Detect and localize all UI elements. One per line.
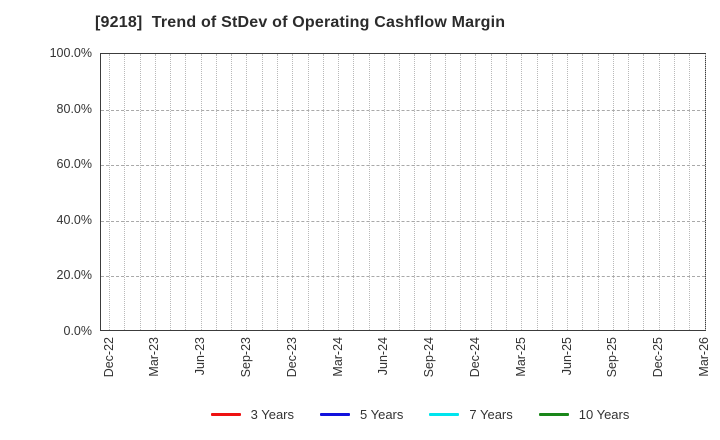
vertical-gridline [368, 54, 370, 330]
y-tick-label: 80.0% [56, 101, 92, 116]
legend-line-swatch [429, 412, 460, 416]
x-tick-label: Sep-23 [238, 337, 253, 378]
legend-line-swatch [320, 412, 350, 416]
vertical-gridline [292, 54, 294, 330]
vertical-gridline [475, 54, 477, 330]
vertical-gridline [185, 54, 187, 330]
legend-item: 10 Years [538, 406, 630, 422]
vertical-gridline [139, 54, 141, 330]
vertical-gridline [643, 54, 645, 330]
vertical-gridline [124, 54, 126, 330]
vertical-gridline [109, 54, 110, 330]
y-tick-label: 60.0% [56, 157, 92, 172]
vertical-gridline [170, 54, 172, 330]
horizontal-gridline [101, 165, 705, 167]
vertical-gridline [399, 54, 401, 330]
horizontal-gridline [101, 220, 705, 222]
vertical-gridline [490, 54, 492, 330]
legend-label: 10 Years [578, 406, 630, 422]
horizontal-gridline [101, 276, 705, 278]
x-tick-label: Mar-23 [147, 337, 162, 377]
x-tick-label: Mar-25 [513, 337, 528, 377]
legend-line-swatch [538, 412, 569, 416]
y-tick-label: 0.0% [63, 324, 93, 338]
chart-title: [9218] Trend of StDev of Operating Cashf… [95, 14, 506, 31]
vertical-gridline [276, 54, 278, 330]
chart-legend: 3 Years 5 Years 7 Years 10 Years [150, 403, 690, 425]
vertical-gridline [521, 54, 523, 330]
vertical-gridline [261, 54, 263, 330]
vertical-gridline [307, 54, 309, 330]
x-tick-label: Mar-24 [330, 337, 345, 377]
vertical-gridline [612, 54, 614, 330]
vertical-gridline [338, 54, 340, 330]
vertical-gridline [383, 54, 385, 330]
vertical-gridline [154, 54, 156, 330]
vertical-gridline [414, 54, 416, 330]
legend-line-swatch [210, 412, 241, 416]
vertical-gridline [231, 54, 233, 330]
x-tick-label: Mar-26 [697, 337, 711, 377]
y-tick-label: 20.0% [56, 268, 92, 283]
x-tick-label: Dec-24 [467, 337, 482, 378]
vertical-gridline [460, 54, 462, 330]
vertical-gridline [628, 54, 630, 330]
vertical-gridline [567, 54, 569, 330]
vertical-gridline [246, 54, 248, 330]
x-tick-label: Sep-25 [605, 337, 620, 378]
plot-area [100, 53, 706, 331]
x-tick-label: Dec-23 [284, 337, 299, 378]
vertical-gridline [200, 54, 202, 330]
vertical-gridline [704, 54, 706, 330]
legend-label: 5 Years [360, 406, 404, 422]
legend-label: 7 Years [469, 406, 513, 422]
horizontal-gridline [101, 109, 705, 111]
x-tick-label: Dec-25 [651, 337, 666, 378]
x-tick-label: Sep-24 [422, 337, 437, 378]
vertical-gridline [429, 54, 431, 330]
vertical-gridline [322, 54, 324, 330]
vertical-gridline [215, 54, 217, 330]
vertical-gridline [353, 54, 355, 330]
legend-item: 3 Years [210, 406, 294, 422]
vertical-gridline [582, 54, 584, 330]
x-tick-label: Dec-22 [101, 337, 116, 378]
vertical-gridline [597, 54, 599, 330]
x-tick-label: Jun-24 [376, 337, 391, 376]
x-tick-label: Jun-23 [193, 337, 208, 376]
vertical-gridline [658, 54, 660, 330]
legend-item: 7 Years [429, 406, 513, 422]
vertical-gridline [506, 54, 507, 330]
y-tick-label: 100.0% [49, 46, 92, 60]
vertical-gridline [689, 54, 691, 330]
vertical-gridline [536, 54, 538, 330]
vertical-gridline [673, 54, 675, 330]
vertical-gridline [444, 54, 446, 330]
vertical-gridline [551, 54, 553, 330]
legend-item: 5 Years [320, 407, 403, 422]
x-tick-label: Jun-25 [559, 337, 574, 376]
legend-label: 3 Years [250, 406, 294, 422]
y-tick-label: 40.0% [56, 212, 92, 227]
